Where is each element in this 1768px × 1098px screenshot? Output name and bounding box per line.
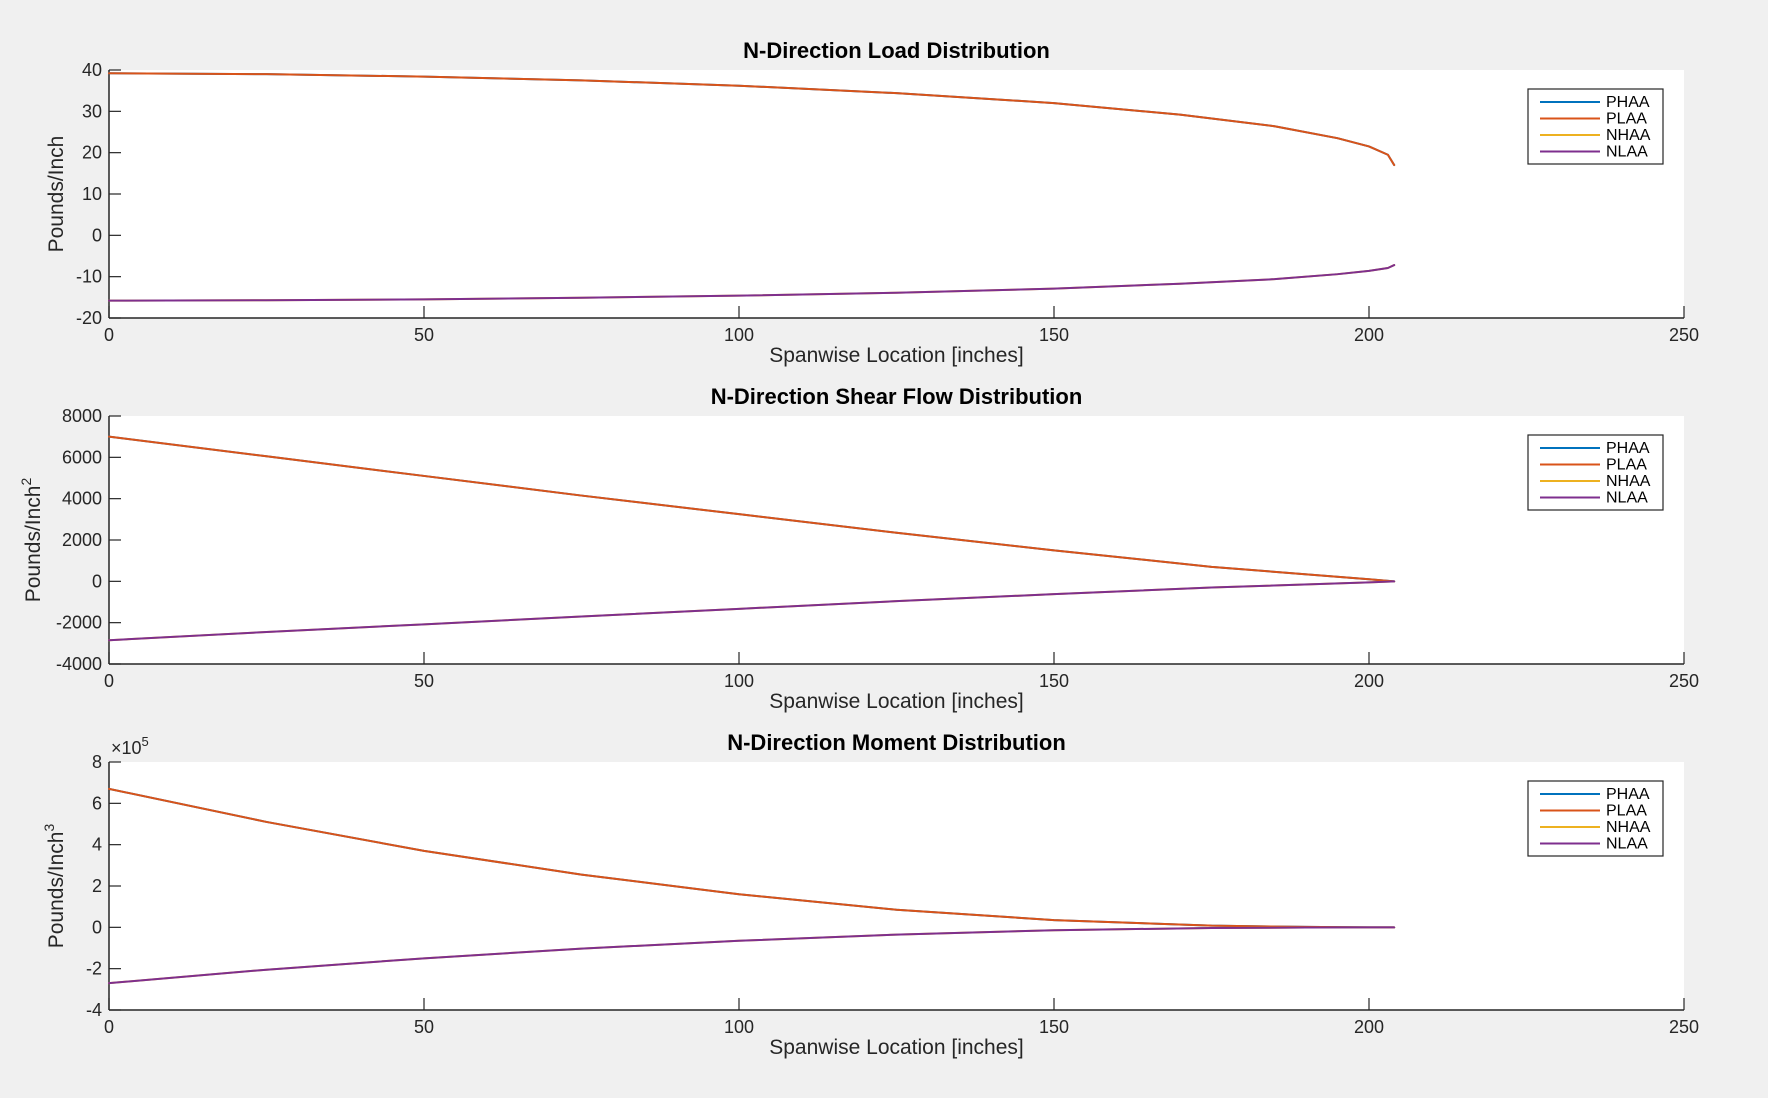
series-line-plaa — [108, 72, 1396, 167]
y-axis-label: Pounds/Inch2 — [18, 478, 45, 603]
series-line-nlaa — [108, 580, 1396, 642]
x-tick-label: 0 — [104, 1017, 114, 1037]
y-tick-label: 8000 — [62, 406, 102, 426]
legend-label-plaa: PLAA — [1606, 111, 1647, 128]
y-tick-label: 2000 — [62, 530, 102, 550]
y-tick-label: -20 — [76, 308, 102, 328]
subplot-1: 0 50 100 150 200 250 -20 -10 0 10 20 30 40 N-Directio… — [45, 38, 1699, 367]
plot-area — [109, 762, 1684, 1010]
y-tick-label: 4000 — [62, 489, 102, 509]
y-axis-label: Pounds/Inch — [45, 136, 68, 253]
y-tick-label: 30 — [82, 101, 102, 121]
plot-area — [109, 416, 1684, 664]
x-tick-label: 50 — [414, 325, 434, 345]
y-tick-label: 4 — [92, 835, 102, 855]
legend-label-nhaa: NHAA — [1606, 473, 1651, 490]
y-tick-label: 0 — [92, 917, 102, 937]
y-tick-label: 40 — [82, 60, 102, 80]
x-tick-label: 150 — [1039, 325, 1069, 345]
x-tick-label: 200 — [1354, 325, 1384, 345]
x-tick-label: 200 — [1354, 1017, 1384, 1037]
chart-title: N-Direction Moment Distribution — [727, 730, 1066, 755]
legend-label-phaa: PHAA — [1606, 440, 1650, 457]
y-tick-label: -2 — [86, 959, 102, 979]
y-tick-label: -4 — [86, 1000, 102, 1020]
subplot-2: 0 50 100 150 200 250 -4000 -2000 0 2000 4000 6000 80… — [18, 384, 1699, 713]
legend-label-plaa: PLAA — [1606, 457, 1647, 474]
series-line-plaa — [108, 435, 1396, 583]
x-tick-label: 0 — [104, 325, 114, 345]
x-tick-label: 250 — [1669, 671, 1699, 691]
chart-title: N-Direction Load Distribution — [743, 38, 1050, 63]
y-tick-label: 20 — [82, 143, 102, 163]
x-tick-label: 250 — [1669, 1017, 1699, 1037]
chart-title: N-Direction Shear Flow Distribution — [711, 384, 1083, 409]
x-tick-label: 50 — [414, 1017, 434, 1037]
x-tick-label: 0 — [104, 671, 114, 691]
legend-label-phaa: PHAA — [1606, 94, 1650, 111]
y-tick-label: 8 — [92, 752, 102, 772]
legend-label-nhaa: NHAA — [1606, 819, 1651, 836]
y-tick-label: -10 — [76, 267, 102, 287]
series-line-nlaa — [108, 926, 1396, 985]
plot-area — [109, 70, 1684, 318]
y-axis-label: Pounds/Inch3 — [41, 824, 68, 949]
y-tick-label: 6000 — [62, 447, 102, 467]
y-tick-label: 0 — [92, 571, 102, 591]
y-tick-label: -2000 — [56, 613, 102, 633]
legend-label-phaa: PHAA — [1606, 786, 1650, 803]
y-tick-label: 10 — [82, 184, 102, 204]
legend-label-nlaa: NLAA — [1606, 490, 1648, 507]
y-tick-label: 6 — [92, 793, 102, 813]
subplot-3: 0 50 100 150 200 250 -4 -2 0 2 4 6 8 ×105 N-Direction … — [41, 730, 1699, 1059]
x-tick-label: 150 — [1039, 1017, 1069, 1037]
x-tick-label: 50 — [414, 671, 434, 691]
x-axis-label: Spanwise Location [inches] — [769, 344, 1024, 367]
y-tick-label: 2 — [92, 876, 102, 896]
y-tick-label: 0 — [92, 225, 102, 245]
legend-label-nhaa: NHAA — [1606, 127, 1651, 144]
x-tick-label: 100 — [724, 325, 754, 345]
x-tick-label: 100 — [724, 671, 754, 691]
series-line-nlaa — [108, 264, 1396, 302]
x-tick-label: 150 — [1039, 671, 1069, 691]
x-axis-label: Spanwise Location [inches] — [769, 690, 1024, 713]
x-tick-label: 100 — [724, 1017, 754, 1037]
x-axis-label: Spanwise Location [inches] — [769, 1036, 1024, 1059]
legend-label-nlaa: NLAA — [1606, 836, 1648, 853]
legend-label-plaa: PLAA — [1606, 803, 1647, 820]
y-exponent-label: ×105 — [111, 734, 149, 758]
y-tick-label: -4000 — [56, 654, 102, 674]
x-tick-label: 250 — [1669, 325, 1699, 345]
x-tick-label: 200 — [1354, 671, 1384, 691]
legend-label-nlaa: NLAA — [1606, 144, 1648, 161]
